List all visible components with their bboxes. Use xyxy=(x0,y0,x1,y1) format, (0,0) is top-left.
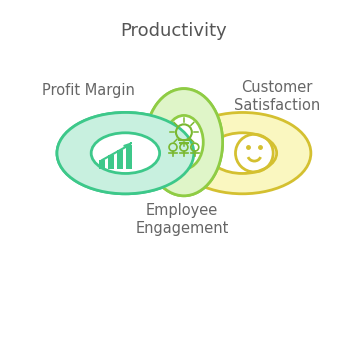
Ellipse shape xyxy=(145,89,222,196)
Ellipse shape xyxy=(208,133,277,173)
Bar xyxy=(99,160,105,169)
Ellipse shape xyxy=(164,116,203,169)
Bar xyxy=(108,155,114,169)
Ellipse shape xyxy=(164,116,203,169)
Bar xyxy=(117,150,123,169)
Ellipse shape xyxy=(145,89,222,196)
Text: Profit Margin: Profit Margin xyxy=(42,83,135,98)
Ellipse shape xyxy=(57,113,194,194)
Text: Productivity: Productivity xyxy=(121,22,227,40)
Ellipse shape xyxy=(57,113,194,194)
Ellipse shape xyxy=(174,113,311,194)
Ellipse shape xyxy=(91,133,160,173)
Ellipse shape xyxy=(91,133,160,173)
Text: Customer
Satisfaction: Customer Satisfaction xyxy=(234,80,320,113)
Text: Employee
Engagement: Employee Engagement xyxy=(135,203,229,236)
Bar xyxy=(126,145,132,169)
